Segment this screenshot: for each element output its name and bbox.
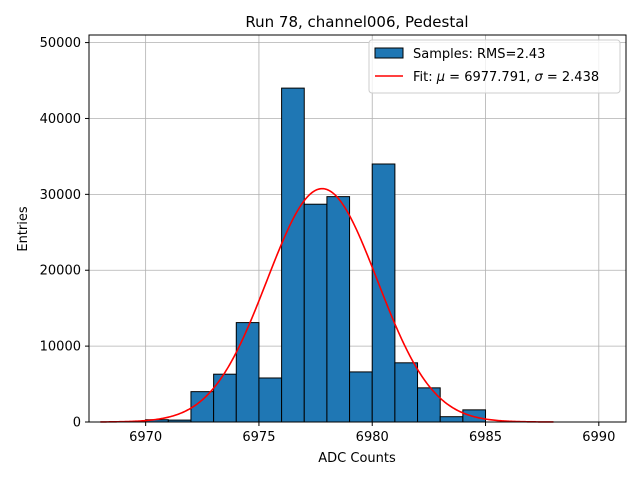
histogram-bar	[349, 371, 373, 423]
histogram-bar	[213, 373, 237, 423]
histogram-bar	[439, 416, 464, 423]
histogram-bar	[417, 387, 441, 423]
y-tick-label: 10000	[40, 340, 81, 355]
x-tick-label: 6985	[469, 430, 502, 445]
axis-ticks: 6970 6975 6980 6985 6990 0 10000 20000 30000 4000…	[40, 36, 616, 445]
histogram-bar	[258, 377, 283, 423]
y-tick-label: 20000	[40, 264, 81, 279]
chart-title: Run 78, channel006, Pedestal	[245, 13, 468, 31]
legend-fit-mu-value: = 6977.791,	[445, 70, 534, 85]
legend-fit-sigma-value: = 2.438	[543, 70, 599, 85]
x-tick-label: 6980	[356, 430, 389, 445]
legend-box	[368, 39, 621, 94]
legend-fit-sigma-symbol: σ	[535, 70, 544, 85]
y-axis-label: Entries	[16, 206, 31, 252]
legend-fit-prefix: Fit:	[413, 70, 437, 85]
legend-fit-mu-symbol: μ	[436, 70, 445, 85]
legend: Samples: RMS=2.43 Fit: μ = 6977.791, σ =…	[368, 39, 621, 94]
y-tick-label: 30000	[40, 188, 81, 203]
x-tick-label: 6990	[582, 430, 615, 445]
y-tick-label: 50000	[40, 36, 81, 51]
x-tick-label: 6970	[129, 430, 162, 445]
legend-histogram-label: Samples: RMS=2.43	[413, 47, 545, 62]
histogram-bar	[394, 362, 419, 423]
axes-frame	[88, 34, 627, 423]
fit-curve	[100, 187, 554, 423]
x-tick-label: 6975	[242, 430, 275, 445]
x-axis-label: ADC Counts	[318, 451, 396, 466]
histogram-bar	[371, 163, 396, 423]
histogram-bar	[235, 322, 260, 423]
legend-histogram-swatch	[374, 47, 404, 59]
y-tick-label: 40000	[40, 112, 81, 127]
y-tick-label: 0	[73, 416, 81, 431]
histogram-bar	[303, 203, 328, 423]
histogram-bar	[326, 196, 351, 423]
histogram-bars	[145, 87, 487, 423]
fit-curve-layer	[100, 187, 554, 423]
histogram-bar	[281, 87, 305, 423]
legend-fit-label: Fit: μ = 6977.791, σ = 2.438	[413, 70, 599, 85]
